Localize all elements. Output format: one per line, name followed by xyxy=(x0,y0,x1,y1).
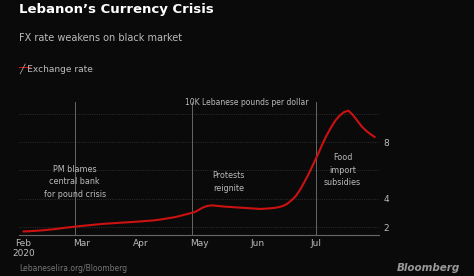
Text: Protests
reignite: Protests reignite xyxy=(212,171,245,193)
Text: Bloomberg: Bloomberg xyxy=(397,263,460,273)
Text: Lebanon’s Currency Crisis: Lebanon’s Currency Crisis xyxy=(19,3,214,16)
Text: 10K Lebanese pounds per dollar: 10K Lebanese pounds per dollar xyxy=(185,98,309,107)
Text: PM blames
central bank
for pound crisis: PM blames central bank for pound crisis xyxy=(44,165,106,199)
Text: Lebaneselira.org/Bloomberg: Lebaneselira.org/Bloomberg xyxy=(19,264,127,273)
Text: Food
import
subsidies: Food import subsidies xyxy=(324,153,361,187)
Text: ╱ Exchange rate: ╱ Exchange rate xyxy=(19,63,93,74)
Text: FX rate weakens on black market: FX rate weakens on black market xyxy=(19,33,182,43)
